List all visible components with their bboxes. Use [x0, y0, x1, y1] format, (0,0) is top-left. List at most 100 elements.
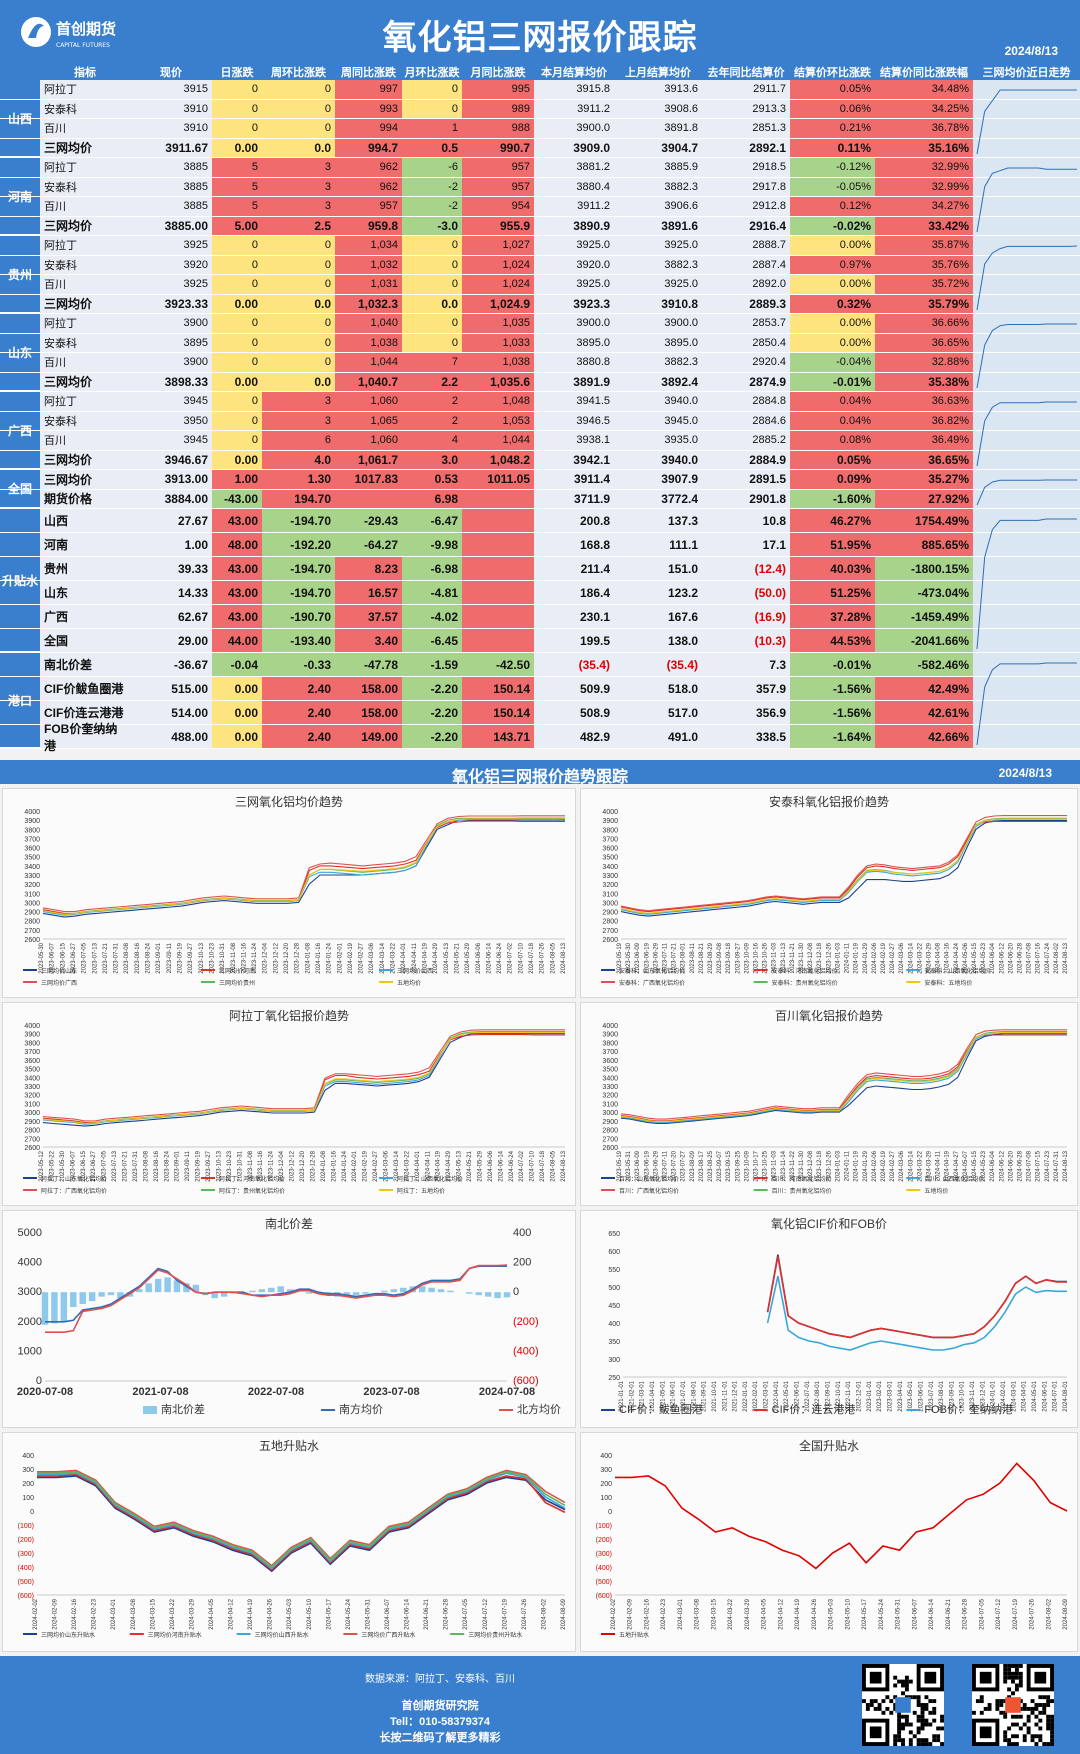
y-tick-label: 650 — [608, 1231, 620, 1238]
table-cell: 51.25% — [790, 581, 875, 604]
legend-label: CIF价：连云港港 — [772, 1403, 856, 1416]
bar-mark — [352, 1292, 360, 1296]
x-tick-label: 2023-12-26 — [826, 1150, 832, 1181]
sparkline-cell — [973, 411, 1080, 430]
table-row: 安泰科 3920 0 0 1,032 0 1,024 3920.0 3882.3 2887.4 0.… — [0, 255, 1080, 275]
table-cell: 138.0 — [614, 629, 702, 652]
qr-code-2[interactable] — [972, 1664, 1054, 1746]
table-cell: -4.02 — [402, 605, 462, 628]
x-tick-label: 2020-07-08 — [17, 1386, 73, 1398]
table-cell: 1,024.9 — [462, 294, 534, 313]
table-cell: 0.0 — [402, 294, 462, 313]
table-row: CIF价连云港港 514.00 0.00 2.40 158.00 -2.20 150.14 5… — [0, 701, 1080, 725]
bar-mark — [466, 1292, 473, 1294]
x-tick-label: 2024-06-14 — [498, 1150, 504, 1181]
sparkline-cell — [973, 605, 1080, 628]
chart-panel: 阿拉丁氧化铝报价趋势 2600 2700 2800 2900 3000 3100 3200 33… — [2, 1002, 576, 1206]
table-cell: -193.40 — [262, 629, 335, 652]
x-tick-label: 2023-07-11 — [663, 942, 669, 973]
x-tick-label: 2021-07-08 — [132, 1386, 188, 1398]
table-cell: 17.1 — [702, 533, 790, 556]
chart-title: 阿拉丁氧化铝报价趋势 — [228, 1009, 349, 1023]
series-line — [42, 1033, 565, 1127]
table-cell: 阿拉丁 — [40, 236, 130, 255]
table-cell: 0.21% — [790, 119, 875, 138]
table-cell: 1,040 — [335, 314, 402, 333]
table-cell: (16.9) — [702, 605, 790, 628]
y-tick-label: 450 — [608, 1303, 620, 1310]
x-tick-label: 2021-05-01 — [660, 1380, 666, 1411]
x-tick-label: 2023-08-25 — [708, 1150, 714, 1181]
x-tick-label: 2024-07-26 — [522, 1598, 528, 1629]
bar-mark — [183, 1283, 190, 1293]
x-tick-label: 2023-10-25 — [763, 1150, 769, 1181]
x-tick-label: 2024-04-01 — [1022, 1380, 1028, 1411]
series-line — [620, 1033, 1067, 1125]
bar-mark — [390, 1289, 398, 1293]
x-tick-label: 2023-05-22 — [49, 1150, 55, 1181]
x-tick-label: 2024-07-12 — [483, 1598, 489, 1629]
x-tick-label: 2021-06-01 — [671, 1380, 677, 1411]
y-tick-label: 3400 — [24, 864, 40, 871]
legend-label: 三网均价山西 — [397, 967, 433, 975]
table-cell: 0 — [212, 411, 262, 430]
y-tick-label: 3000 — [24, 1110, 40, 1117]
table-cell: 百川 — [40, 119, 130, 138]
table-cell: -29.43 — [335, 509, 402, 532]
table-cell: -582.46% — [875, 653, 973, 676]
qr-code-1[interactable] — [862, 1664, 944, 1746]
table-cell: 48.00 — [212, 533, 262, 556]
table-cell: 3882.3 — [614, 255, 702, 274]
x-tick-label: 2024-01-24 — [342, 1150, 348, 1181]
table-cell: 三网均价 — [40, 450, 130, 469]
table-cell: 488.00 — [130, 725, 212, 748]
table-cell: 1,061.7 — [335, 450, 402, 469]
table-cell: 3900.0 — [614, 314, 702, 333]
y-tick-label: 250 — [608, 1375, 620, 1382]
table-cell: 885.65% — [875, 533, 973, 556]
x-tick-label: 2024-05-21 — [467, 1150, 473, 1181]
sparkline-cell — [973, 275, 1080, 294]
x-tick-label: 2023-06-29 — [653, 1150, 659, 1181]
column-header: 指标 — [74, 67, 96, 79]
x-tick-label: 2022-03-01 — [764, 1380, 770, 1411]
table-row: 阿拉丁 3900 0 0 1,040 0 1,035 3900.0 3900.0 2853.7 0.… — [0, 314, 1080, 334]
y-tick-label: 3500 — [602, 1067, 618, 1074]
x-tick-label: 2023-06-19 — [644, 1150, 650, 1181]
x-tick-label: 2023-05-01 — [908, 1380, 914, 1411]
x-tick-label: 2023-09-27 — [735, 942, 741, 973]
x-tick-label: 2024-03-14 — [908, 1150, 914, 1181]
org-tel: Tell：010-58379374 — [389, 1716, 491, 1728]
y2-tick-label: (400) — [513, 1345, 539, 1357]
chart-panel: 南北价差 0 1000 2000 3000 4000 5000 (600) (400) (200)… — [2, 1210, 576, 1428]
table-cell: -0.33 — [262, 653, 335, 676]
x-tick-label: 2024-05-31 — [365, 1598, 371, 1629]
x-tick-label: 2024-05-15 — [972, 942, 978, 973]
table-cell: 39.33 — [130, 557, 212, 580]
table-cell: 1754.49% — [875, 509, 973, 532]
table-cell: -192.20 — [262, 533, 335, 556]
table-cell: 3946.5 — [534, 411, 614, 430]
table-cell: 1,038 — [335, 333, 402, 352]
y-tick-label: 2700 — [24, 1136, 40, 1143]
table-cell: (35.4) — [534, 653, 614, 676]
table-cell: 3913.00 — [130, 470, 212, 489]
table-cell: 0 — [402, 275, 462, 294]
x-tick-label: 2024-02-09 — [53, 1598, 59, 1629]
x-tick-label: 2023-03-01 — [887, 1380, 893, 1411]
x-tick-label: 2024-02-19 — [881, 942, 887, 973]
x-tick-label: 2021-11-01 — [722, 1380, 728, 1411]
table-cell: 0.00% — [790, 236, 875, 255]
table-cell: (35.4) — [614, 653, 702, 676]
y-tick-label: 100 — [600, 1495, 612, 1502]
table-cell: 1,065 — [335, 411, 402, 430]
table-cell: -0.04 — [212, 653, 262, 676]
trend-sparkline — [976, 518, 1077, 650]
table-cell: 3.40 — [335, 629, 402, 652]
y-tick-label: 2600 — [24, 937, 40, 944]
x-tick-label: 2023-09-11 — [185, 1150, 191, 1181]
table-cell: -0.05% — [790, 177, 875, 196]
x-tick-label: 2024-04-26 — [268, 1598, 274, 1629]
series-line — [620, 818, 1067, 914]
x-tick-label: 2024-04-27 — [954, 1150, 960, 1181]
